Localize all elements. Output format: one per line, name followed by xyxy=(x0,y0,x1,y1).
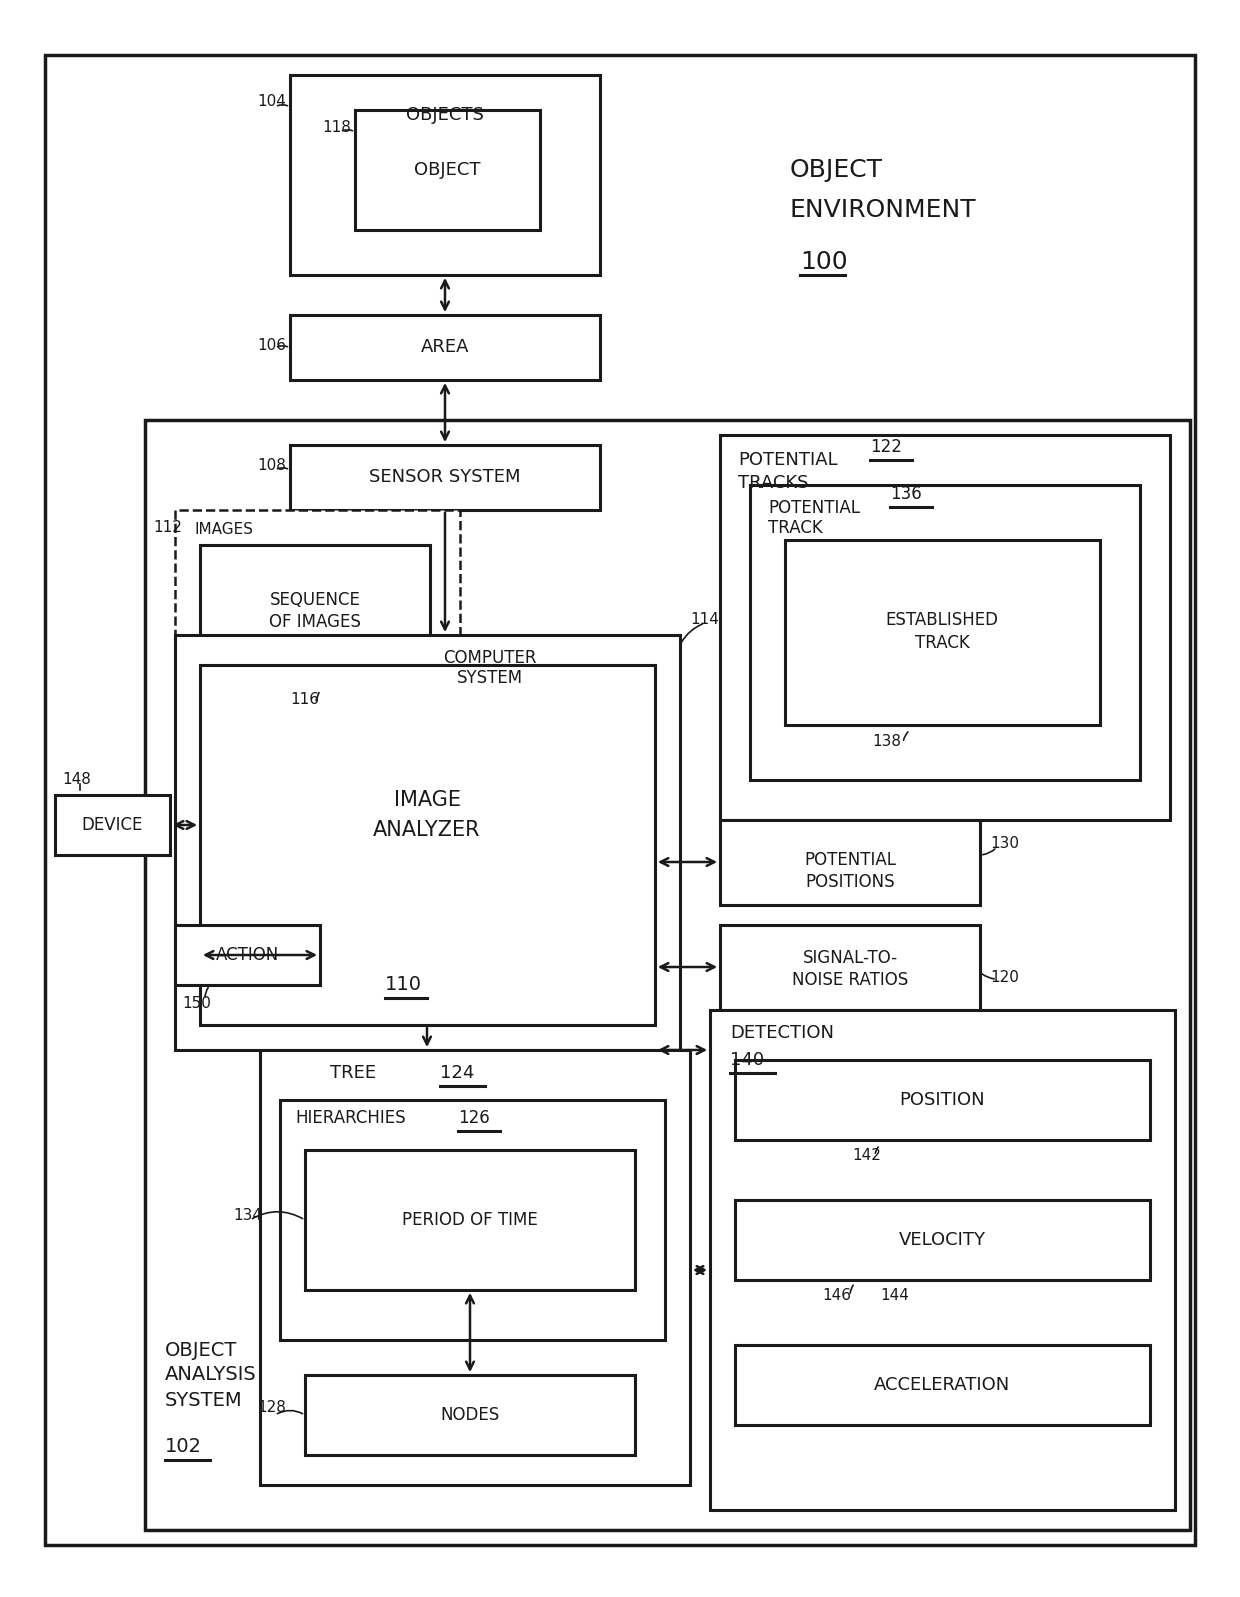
Text: POSITIONS: POSITIONS xyxy=(805,874,895,891)
Text: 142: 142 xyxy=(852,1148,880,1163)
Text: OBJECTS: OBJECTS xyxy=(405,105,484,125)
Text: 138: 138 xyxy=(872,735,901,749)
Text: DEVICE: DEVICE xyxy=(82,816,143,834)
Text: ANALYZER: ANALYZER xyxy=(373,819,481,840)
Text: 118: 118 xyxy=(322,120,351,134)
Text: TRACK: TRACK xyxy=(768,519,823,537)
Text: 108: 108 xyxy=(257,457,286,473)
Text: 100: 100 xyxy=(800,251,848,275)
Bar xyxy=(750,485,1140,779)
Text: SYSTEM: SYSTEM xyxy=(456,669,523,687)
Text: HIERARCHIES: HIERARCHIES xyxy=(295,1108,405,1127)
Text: ANALYSIS: ANALYSIS xyxy=(165,1365,257,1385)
Text: 144: 144 xyxy=(880,1287,909,1303)
Text: 120: 120 xyxy=(990,971,1019,985)
Text: 102: 102 xyxy=(165,1437,202,1456)
Text: VELOCITY: VELOCITY xyxy=(899,1231,986,1249)
Text: ACTION: ACTION xyxy=(216,945,279,965)
Text: PERIOD OF TIME: PERIOD OF TIME xyxy=(402,1211,538,1230)
Text: POTENTIAL: POTENTIAL xyxy=(738,450,838,470)
Text: SYSTEM: SYSTEM xyxy=(165,1391,243,1410)
Bar xyxy=(55,795,170,854)
Bar xyxy=(175,636,680,1049)
Text: 106: 106 xyxy=(257,337,286,353)
Text: COMPUTER: COMPUTER xyxy=(443,648,537,668)
Text: ENVIRONMENT: ENVIRONMENT xyxy=(790,198,977,222)
Text: SENSOR SYSTEM: SENSOR SYSTEM xyxy=(370,468,521,485)
Text: 140: 140 xyxy=(730,1051,764,1068)
Text: 126: 126 xyxy=(458,1108,490,1127)
Bar xyxy=(720,819,980,905)
Bar xyxy=(785,540,1100,725)
Text: POTENTIAL: POTENTIAL xyxy=(768,498,861,517)
Text: NOISE RATIOS: NOISE RATIOS xyxy=(792,971,908,989)
Text: DETECTION: DETECTION xyxy=(730,1024,835,1041)
Text: 146: 146 xyxy=(822,1287,851,1303)
Bar xyxy=(260,1049,689,1485)
Text: IMAGE: IMAGE xyxy=(393,791,460,810)
Bar xyxy=(720,925,980,1009)
Text: IMAGES: IMAGES xyxy=(195,522,254,538)
Text: SIGNAL-TO-: SIGNAL-TO- xyxy=(802,949,898,968)
Text: TREE: TREE xyxy=(330,1064,376,1083)
Text: OBJECT: OBJECT xyxy=(790,158,883,182)
Text: OBJECT: OBJECT xyxy=(165,1340,237,1359)
Bar xyxy=(735,1060,1149,1140)
Bar xyxy=(735,1199,1149,1281)
Bar xyxy=(290,75,600,275)
Text: ACCELERATION: ACCELERATION xyxy=(874,1377,1011,1394)
Text: SEQUENCE: SEQUENCE xyxy=(269,591,361,608)
Bar xyxy=(290,446,600,509)
Text: ESTABLISHED: ESTABLISHED xyxy=(885,612,998,629)
Text: POTENTIAL: POTENTIAL xyxy=(804,851,897,869)
Text: NODES: NODES xyxy=(440,1405,500,1425)
Text: 130: 130 xyxy=(990,835,1019,851)
Bar xyxy=(200,664,655,1025)
Bar xyxy=(720,434,1171,819)
Bar xyxy=(305,1375,635,1455)
Text: 110: 110 xyxy=(384,976,422,995)
Text: OBJECT: OBJECT xyxy=(414,161,480,179)
Text: 150: 150 xyxy=(182,995,211,1011)
Text: 116: 116 xyxy=(290,693,319,707)
Text: POSITION: POSITION xyxy=(899,1091,985,1108)
Text: TRACKS: TRACKS xyxy=(738,474,808,492)
Text: OF IMAGES: OF IMAGES xyxy=(269,613,361,631)
Bar xyxy=(735,1345,1149,1425)
Bar xyxy=(355,110,539,230)
Bar xyxy=(145,420,1190,1530)
Bar xyxy=(280,1100,665,1340)
Text: TRACK: TRACK xyxy=(915,634,970,652)
Bar xyxy=(200,545,430,690)
Text: 136: 136 xyxy=(890,485,921,503)
Bar xyxy=(175,509,460,735)
Text: 112: 112 xyxy=(153,519,182,535)
Text: 134: 134 xyxy=(233,1207,262,1222)
Bar xyxy=(290,315,600,380)
Bar xyxy=(175,925,320,985)
Text: 128: 128 xyxy=(257,1401,286,1415)
Text: 124: 124 xyxy=(440,1064,475,1083)
Text: 122: 122 xyxy=(870,438,901,457)
Text: 148: 148 xyxy=(62,773,91,787)
Bar xyxy=(711,1009,1176,1511)
Text: 104: 104 xyxy=(257,94,286,110)
Text: 114: 114 xyxy=(689,613,719,628)
Bar xyxy=(305,1150,635,1290)
Text: AREA: AREA xyxy=(420,339,469,356)
